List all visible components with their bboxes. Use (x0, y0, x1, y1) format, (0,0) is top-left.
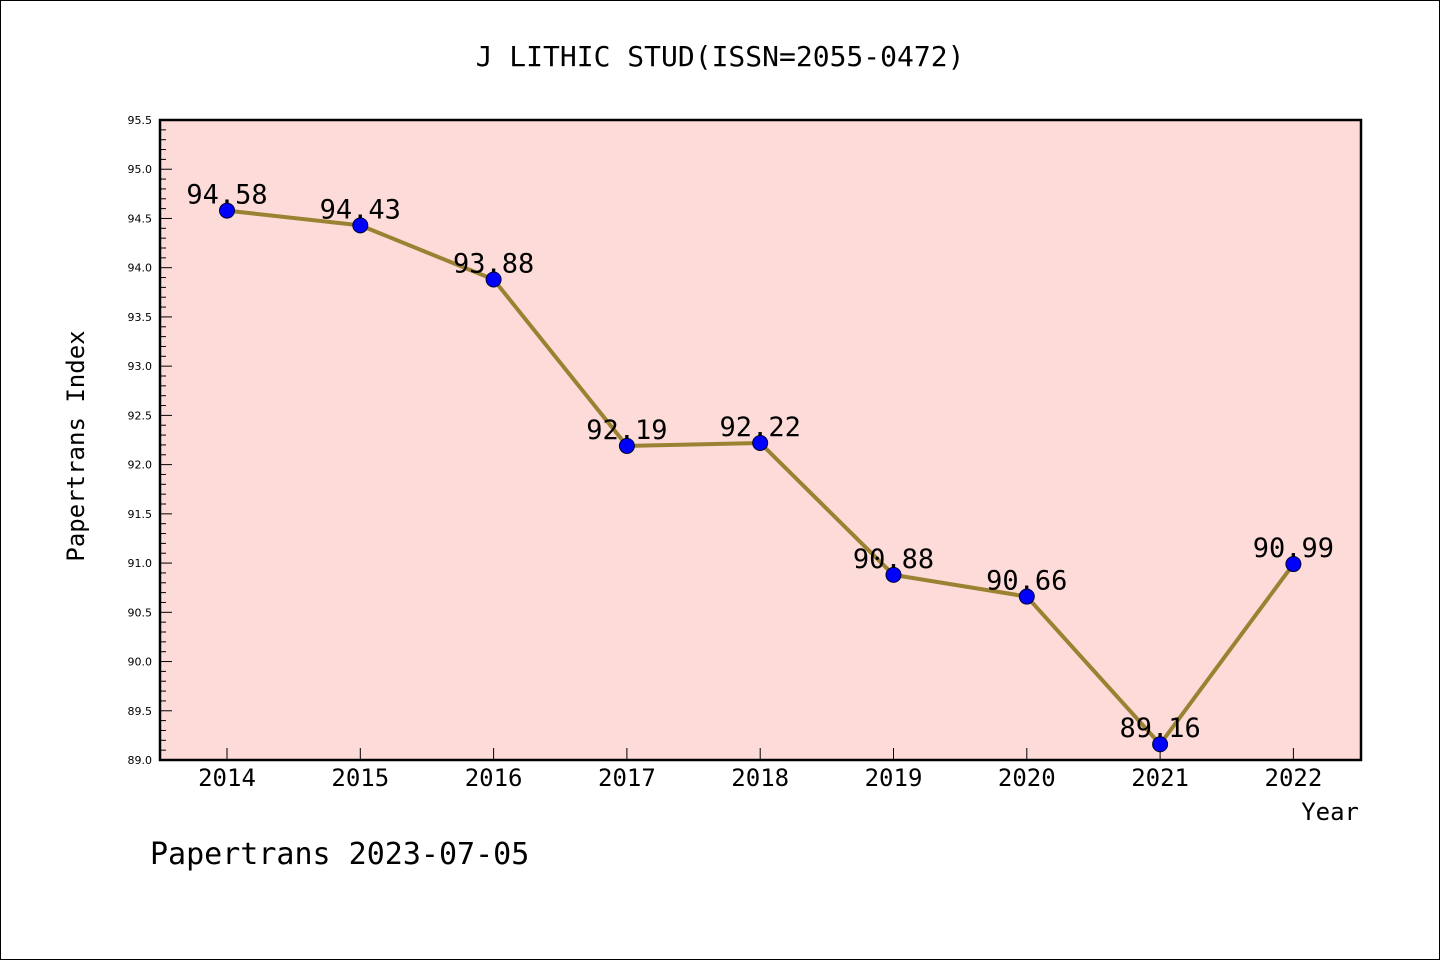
y-tick-label: 91.0 (128, 557, 153, 570)
data-label: 94.43 (320, 194, 401, 225)
data-labels: 94.58 94.43 93.88 92.19 92.22 90.88 90.66 89.16… (186, 180, 1334, 745)
x-tick-label: 2014 (198, 764, 256, 792)
data-point (352, 217, 369, 234)
y-tick-label: 89.0 (128, 754, 153, 767)
data-label: 92.22 (720, 412, 801, 443)
y-tick-label: 90.5 (128, 606, 153, 619)
y-tick-label: 95.5 (128, 114, 153, 127)
y-tick-label: 93.5 (128, 311, 153, 324)
chart-title: J LITHIC STUD(ISSN=2055-0472) (476, 40, 965, 73)
data-point (885, 566, 902, 583)
x-axis-label: Year (1301, 798, 1359, 826)
data-label: 92.19 (586, 415, 667, 446)
data-point (1018, 588, 1035, 605)
data-point (219, 202, 235, 219)
y-tick-label: 89.5 (128, 705, 153, 718)
data-point (618, 437, 635, 454)
data-label: 90.99 (1253, 533, 1334, 564)
y-axis-label: Papertrans Index (62, 330, 90, 561)
x-tick-label: 2015 (331, 764, 389, 792)
x-tick-label: 2017 (598, 764, 656, 792)
data-markers (219, 202, 1302, 753)
x-tick-label: 2018 (731, 764, 789, 792)
x-tick-label: 2019 (865, 764, 923, 792)
y-axis: 89.0 89.5 90.0 90.5 91.0 91.5 92.0 92.5 93.0 93.5… (128, 114, 172, 767)
y-tick-label: 93.0 (128, 360, 153, 373)
x-tick-label: 2020 (998, 764, 1056, 792)
data-point (1152, 736, 1169, 753)
data-label: 90.66 (986, 566, 1067, 597)
x-tick-label: 2022 (1265, 764, 1323, 792)
x-tick-label: 2021 (1131, 764, 1189, 792)
data-label: 90.88 (853, 544, 934, 575)
data-point (485, 271, 502, 288)
data-label: 94.58 (186, 180, 267, 211)
y-tick-label: 92.0 (128, 459, 153, 472)
y-tick-label: 92.5 (128, 409, 153, 422)
y-tick-label: 94.5 (128, 212, 153, 225)
y-tick-label: 90.0 (128, 656, 153, 669)
data-label: 93.88 (453, 249, 534, 280)
data-point (1285, 556, 1302, 573)
y-tick-label: 94.0 (128, 262, 153, 275)
y-tick-label: 91.5 (128, 508, 153, 521)
footer-credit: Papertrans 2023-07-05 (150, 837, 529, 872)
y-tick-label: 95.0 (128, 163, 153, 176)
x-tick-label: 2016 (465, 764, 523, 792)
data-label: 89.16 (1119, 713, 1200, 744)
data-point (752, 434, 769, 451)
x-axis: 2014 2015 2016 2017 2018 2019 2020 2021 2022 (198, 748, 1322, 792)
